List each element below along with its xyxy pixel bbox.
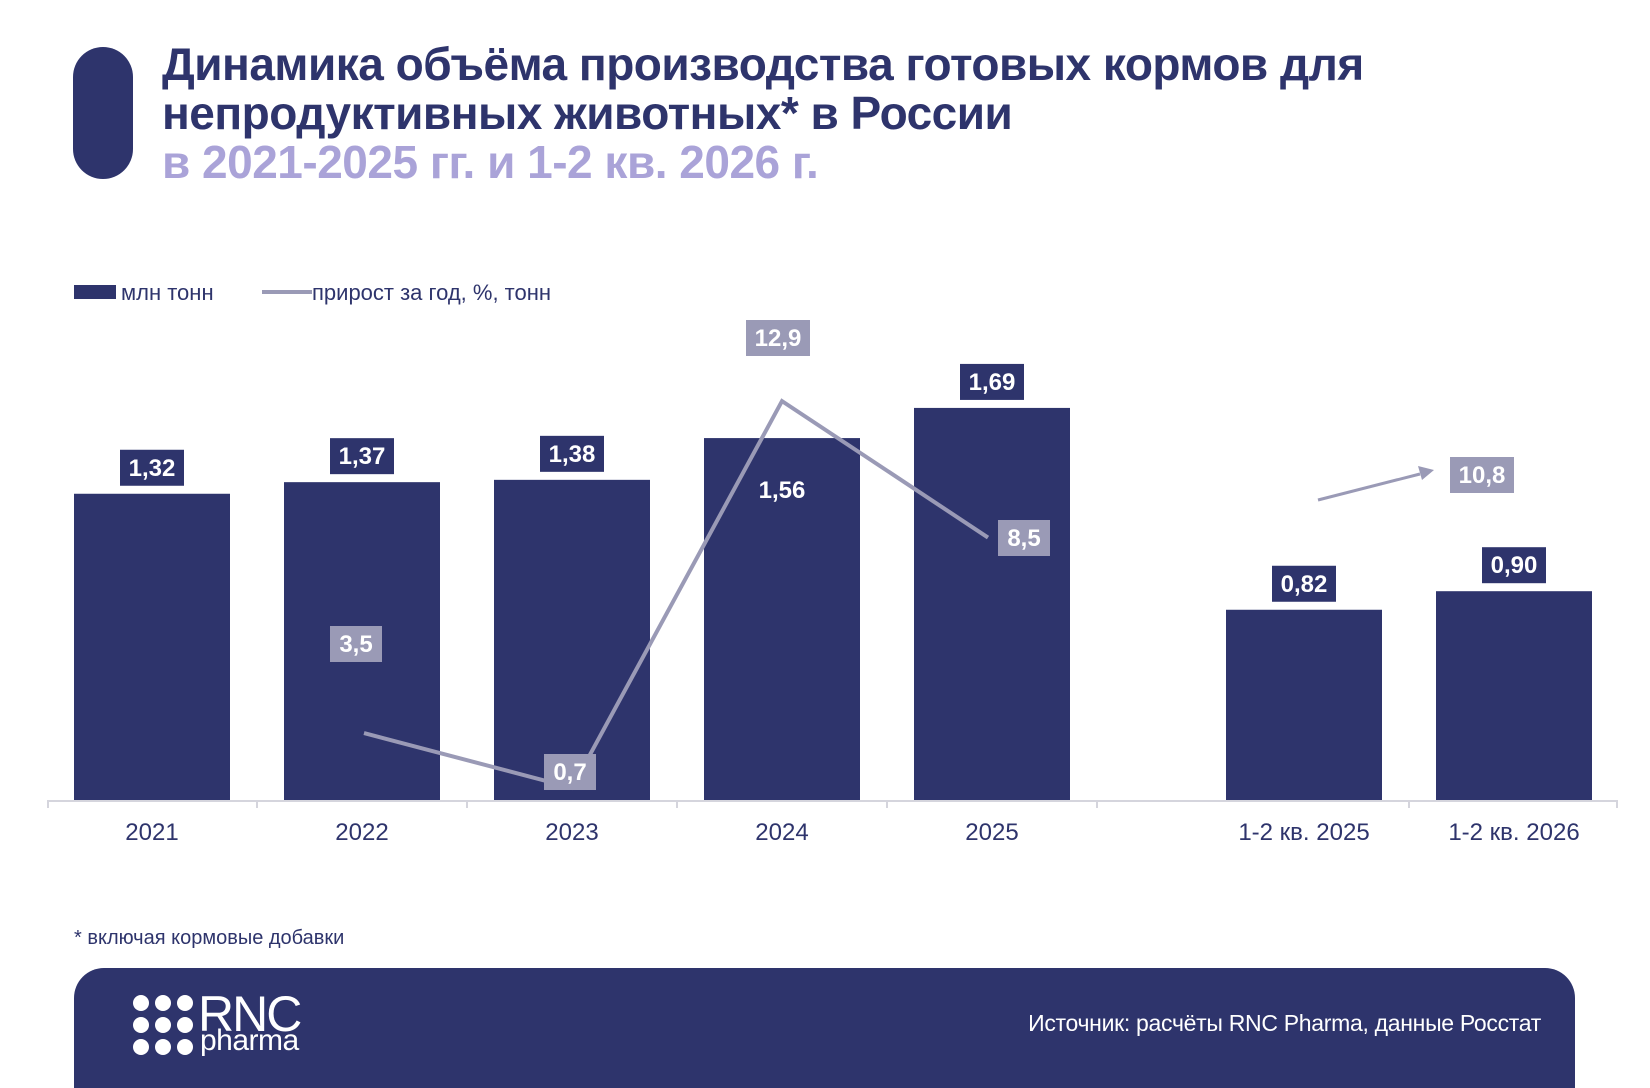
- growth-value-label-4-text: 8,5: [1007, 525, 1040, 552]
- source-note: Источник: расчёты RNC Pharma, данные Рос…: [1028, 1010, 1541, 1036]
- bar-4: [914, 407, 1070, 800]
- growth-value-label-6-box: [1450, 457, 1514, 493]
- bar-value-label-2-text: 1,38: [549, 441, 596, 468]
- bar-2: [494, 479, 650, 800]
- growth-value-label-3-box: [746, 320, 810, 356]
- data-labels-layer: 1,32 1,37 1,38 1,56 1,69 0,82 0,90 3,5 0,7 12,9 8,…: [120, 320, 1546, 790]
- bar-value-label-5-box: [1272, 565, 1336, 602]
- x-tick-label-4: 2025: [965, 819, 1018, 846]
- bar-value-label-2: 1,38: [540, 435, 604, 472]
- bar-value-label-6: 0,90: [1482, 547, 1546, 584]
- bar-value-label-1-text: 1,37: [339, 443, 386, 470]
- title-accent-pill: [73, 47, 133, 179]
- bar-value-label-6-box: [1482, 547, 1546, 584]
- x-tick-label-0: 2021: [125, 819, 178, 846]
- growth-value-label-2-text: 0,7: [553, 759, 586, 786]
- bar-value-label-5-text: 0,82: [1281, 571, 1328, 598]
- x-tick-label-5: 1-2 кв. 2025: [1238, 819, 1369, 846]
- growth-value-label-3: 12,9: [746, 320, 810, 356]
- legend: млн тонн прирост за год, %, тонн: [74, 280, 551, 305]
- growth-line: [363, 398, 990, 791]
- growth-value-label-2-box: [544, 754, 596, 790]
- chart-subtitle: в 2021-2025 гг. и 1-2 кв. 2026 г.: [162, 136, 819, 188]
- growth-value-label-1-box: [330, 626, 382, 662]
- bar-0: [74, 493, 230, 800]
- bar-6: [1436, 591, 1592, 800]
- x-tick-label-2: 2023: [545, 819, 598, 846]
- bar-value-label-2-box: [540, 435, 604, 472]
- x-tick-label-1: 2022: [335, 819, 388, 846]
- bar-value-label-4: 1,69: [960, 363, 1024, 400]
- growth-arrow-head-icon: [1418, 466, 1434, 480]
- legend-line-label: прирост за год, %, тонн: [312, 280, 551, 305]
- x-axis: 2021 2022 2023 2024 2025 1-2 кв. 2025 1-2 кв. …: [47, 800, 1618, 846]
- production-chart: млн тонн прирост за год, %, тонн 2021 2022…: [47, 280, 1618, 846]
- growth-value-label-2: 0,7: [544, 754, 596, 790]
- legend-bar-label: млн тонн: [121, 280, 214, 305]
- bar-value-label-4-text: 1,69: [969, 369, 1016, 396]
- bar-value-label-6-text: 0,90: [1491, 552, 1538, 579]
- footnote: * включая кормовые добавки: [74, 927, 345, 949]
- growth-value-label-3-text: 12,9: [755, 325, 802, 352]
- bar-value-label-1-box: [330, 438, 394, 475]
- bar-5: [1226, 609, 1382, 800]
- bars-layer: [74, 407, 1592, 800]
- chart-title-line-1: Динамика объёма производства готовых кор…: [162, 38, 1364, 90]
- growth-value-label-4-box: [998, 520, 1050, 556]
- bar-value-label-0-box: [120, 449, 184, 486]
- logo-text-rnc: RNC: [198, 986, 302, 1042]
- x-tick-label-6: 1-2 кв. 2026: [1448, 819, 1579, 846]
- title-block: Динамика объёма производства готовых кор…: [162, 40, 1602, 187]
- growth-value-label-6-text: 10,8: [1459, 462, 1506, 489]
- bar-value-label-3: 1,56: [759, 477, 806, 504]
- logo-text-pharma: pharma: [200, 1024, 299, 1057]
- chart-title-line-2: непродуктивных животных* в России: [162, 87, 1013, 139]
- growth-value-label-4: 8,5: [998, 520, 1050, 556]
- bar-value-label-0-text: 1,32: [129, 455, 176, 482]
- x-tick-label-3: 2024: [755, 819, 808, 846]
- bar-value-label-1: 1,37: [330, 438, 394, 475]
- growth-line-layer: [363, 398, 1434, 791]
- footer-banner: RNC pharma Источник: расчёты RNC Pharma,…: [74, 968, 1575, 1088]
- growth-arrow-shaft: [1317, 472, 1421, 502]
- growth-value-label-1: 3,5: [330, 626, 382, 662]
- rnc-pharma-logo: RNC pharma: [132, 986, 332, 1058]
- legend-bar-swatch: [74, 285, 116, 299]
- growth-value-label-6: 10,8: [1450, 457, 1514, 493]
- bar-value-label-4-box: [960, 363, 1024, 400]
- logo-dots-icon: [133, 995, 193, 1055]
- bar-value-label-5: 0,82: [1272, 565, 1336, 602]
- bar-value-label-0: 1,32: [120, 449, 184, 486]
- growth-value-label-1-text: 3,5: [339, 631, 372, 658]
